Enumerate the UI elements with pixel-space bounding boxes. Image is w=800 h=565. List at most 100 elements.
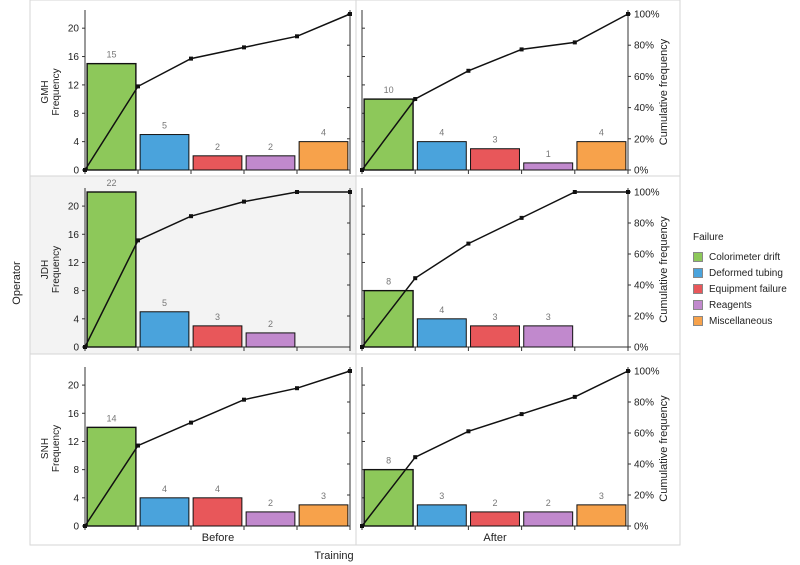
bar-value-label: 2: [215, 142, 220, 152]
left-axis-tick-label: 4: [73, 314, 79, 325]
cumulative-point: [572, 190, 577, 194]
legend-swatch: [693, 284, 703, 294]
bar-deformed-tubing: [416, 141, 467, 171]
bar-deformed-tubing: [139, 134, 190, 171]
legend-item: Equipment failure: [693, 281, 793, 297]
left-axis-tick-label: 16: [68, 52, 80, 63]
cumulative-point: [348, 12, 352, 16]
bar-value-label: 4: [162, 484, 167, 494]
bar-value-label: 4: [439, 128, 444, 138]
cumulative-point: [626, 12, 630, 16]
cumulative-line: [361, 370, 629, 527]
right-axis-label: Cumulative frequency: [658, 216, 670, 323]
cumulative-point: [626, 369, 630, 373]
cumulative-point: [295, 190, 299, 194]
right-axis-tick-label: 40%: [634, 281, 654, 292]
bar-value-label: 3: [599, 491, 604, 501]
legend-swatch: [693, 268, 703, 278]
cumulative-point: [348, 369, 352, 373]
cumulative-point: [348, 190, 352, 194]
legend-item: Miscellaneous: [693, 313, 793, 329]
left-axis-label: Frequency: [51, 425, 62, 472]
left-axis-label: Frequency: [51, 246, 62, 293]
facet-frame: [29, 0, 681, 546]
right-axis-tick-label: 0%: [634, 522, 649, 533]
column-label-before: Before: [202, 532, 234, 544]
cumulative-point: [83, 345, 87, 349]
cumulative-point: [83, 168, 87, 172]
right-axis-tick-label: 20%: [634, 134, 654, 145]
bar-miscellaneous: [298, 141, 349, 171]
bar-value-label: 5: [162, 121, 167, 131]
bar-reagents: [245, 332, 296, 348]
bar-value-label: 3: [215, 312, 220, 322]
cumulative-point: [136, 238, 140, 243]
cumulative-point: [242, 199, 246, 204]
left-axis-tick-label: 20: [68, 24, 80, 35]
bar-reagents: [523, 325, 574, 348]
row-label-operator: SNH: [40, 438, 51, 459]
right-axis-label: Cumulative frequency: [658, 395, 670, 502]
bar-equipment-failure: [192, 325, 243, 348]
right-axis-tick-label: 60%: [634, 429, 654, 440]
cumulative-point: [136, 84, 140, 89]
bar-value-label: 10: [384, 85, 394, 95]
left-axis-tick-label: 12: [68, 437, 80, 448]
bar-value-label: 4: [321, 128, 326, 138]
bar-value-label: 1: [546, 149, 551, 159]
bar-value-label: 2: [268, 319, 273, 329]
bar-reagents: [523, 511, 574, 527]
cumulative-point: [295, 34, 299, 39]
bar-value-label: 2: [268, 498, 273, 508]
bar-value-label: 8: [386, 456, 391, 466]
right-axis-tick-label: 100%: [634, 188, 660, 199]
bar-colorimeter-drift: [363, 289, 414, 348]
row-label-operator: JDH: [40, 260, 51, 279]
bar-value-label: 3: [439, 491, 444, 501]
cumulative-point: [242, 45, 246, 50]
cumulative-line: [84, 370, 351, 527]
cumulative-line: [361, 13, 629, 171]
right-axis-tick-label: 40%: [634, 460, 654, 471]
bar-equipment-failure: [470, 511, 520, 527]
cumulative-point: [189, 420, 193, 425]
bar-value-label: 2: [546, 498, 551, 508]
cumulative-point: [519, 47, 524, 52]
legend-label: Reagents: [709, 299, 752, 311]
cumulative-point: [572, 394, 577, 399]
bar-value-label: 8: [386, 277, 391, 287]
bar-value-label: 3: [546, 312, 551, 322]
cumulative-line: [361, 191, 628, 348]
bar-miscellaneous: [298, 504, 349, 527]
cumulative-point: [360, 345, 364, 349]
cumulative-point: [136, 443, 140, 448]
bar-value-label: 15: [106, 50, 116, 60]
left-axis-tick-label: 4: [73, 137, 79, 148]
left-axis-tick-label: 4: [73, 493, 79, 504]
cumulative-point: [572, 40, 577, 45]
right-axis-tick-label: 0%: [634, 343, 649, 354]
cumulative-point: [413, 276, 418, 281]
bar-reagents: [245, 511, 296, 527]
legend-label: Colorimeter drift: [709, 251, 781, 263]
bar-deformed-tubing: [139, 497, 190, 527]
bar-value-label: 2: [268, 142, 273, 152]
left-axis-tick-label: 0: [73, 522, 79, 533]
right-axis-label: Cumulative frequency: [658, 38, 670, 145]
bar-reagents: [523, 162, 574, 171]
cumulative-point: [519, 412, 524, 417]
cumulative-point: [466, 241, 471, 246]
bar-equipment-failure: [192, 155, 243, 171]
bar-colorimeter-drift: [363, 468, 414, 527]
bar-value-label: 5: [162, 298, 167, 308]
bar-equipment-failure: [470, 148, 520, 171]
bar-deformed-tubing: [139, 311, 190, 348]
right-axis-tick-label: 100%: [634, 367, 660, 378]
bar-reagents: [245, 155, 296, 171]
right-axis-tick-label: 100%: [634, 10, 660, 21]
right-axis-tick-label: 20%: [634, 491, 654, 502]
cumulative-point: [83, 524, 87, 528]
cumulative-point: [295, 386, 299, 391]
left-axis-tick-label: 16: [68, 230, 80, 241]
cumulative-point: [242, 397, 246, 402]
